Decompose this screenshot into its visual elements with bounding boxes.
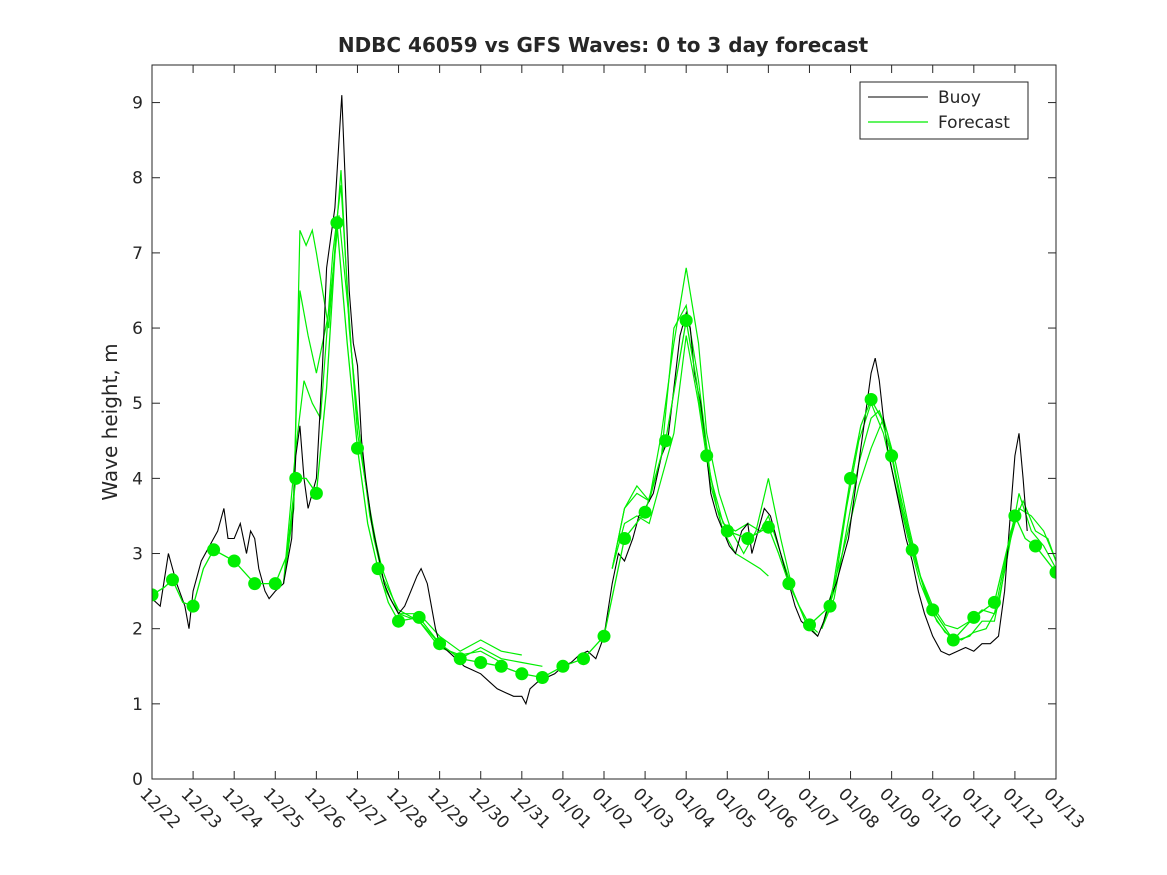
y-tick-label-5: 5 — [132, 394, 143, 414]
y-axis-label: Wave height, m — [98, 343, 122, 500]
y-tick-label-3: 3 — [132, 545, 143, 565]
forecast-marker-27 — [515, 667, 529, 681]
forecast-marker-29 — [556, 659, 570, 673]
forecast-marker-15 — [330, 216, 344, 230]
forecast-marker-23 — [433, 637, 447, 651]
forecast-marker-7 — [227, 554, 241, 568]
y-tick-label-7: 7 — [132, 244, 143, 264]
forecast-marker-41 — [761, 520, 775, 534]
y-tick-label-0: 0 — [132, 770, 143, 790]
forecast-marker-6 — [207, 543, 221, 557]
forecast-marker-55 — [926, 603, 940, 617]
forecast-marker-61 — [1029, 539, 1042, 553]
y-tick-label-6: 6 — [132, 319, 143, 339]
chart-title: NDBC 46059 vs GFS Waves: 0 to 3 day fore… — [338, 33, 869, 57]
forecast-run-line-2 — [282, 185, 543, 667]
forecast-marker-46 — [823, 599, 837, 613]
forecast-marker-62 — [1049, 565, 1056, 579]
forecast-marker-53 — [905, 543, 919, 557]
legend-label-forecast: Forecast — [938, 113, 1010, 133]
legend-label-buoy: Buoy — [938, 88, 981, 108]
forecast-marker-35 — [679, 314, 693, 327]
forecast-marker-37 — [700, 449, 714, 463]
forecast-marker-0 — [152, 588, 159, 602]
forecast-marker-30 — [577, 652, 590, 666]
plot-area — [152, 95, 1056, 706]
y-tick-label-9: 9 — [132, 94, 143, 114]
forecast-marker-40 — [741, 532, 755, 545]
forecast-marker-8 — [248, 577, 262, 591]
forecast-marker-13 — [309, 486, 323, 500]
forecast-marker-49 — [864, 393, 878, 406]
forecast-marker-51 — [885, 449, 899, 463]
forecast-marker-56 — [946, 633, 960, 647]
forecast-marker-43 — [782, 577, 796, 591]
forecast-marker-45 — [803, 618, 816, 632]
forecast-marker-11 — [289, 471, 303, 485]
forecast-marker-39 — [720, 524, 734, 538]
forecast-marker-19 — [371, 562, 385, 576]
forecast-marker-4 — [186, 599, 200, 613]
legend: Buoy Forecast — [859, 81, 1029, 140]
forecast-marker-33 — [638, 505, 652, 519]
forecast-marker-9 — [268, 577, 282, 591]
y-tick-label-2: 2 — [132, 620, 143, 640]
y-tick-label-1: 1 — [132, 695, 143, 715]
forecast-marker-31 — [597, 629, 611, 643]
y-tick-label-8: 8 — [132, 169, 143, 189]
y-tick-label-4: 4 — [132, 469, 143, 489]
forecast-marker-32 — [618, 532, 631, 545]
forecast-marker-58 — [987, 595, 1001, 609]
forecast-marker-26 — [494, 659, 508, 673]
forecast-marker-47 — [844, 471, 857, 485]
forecast-marker-25 — [474, 656, 488, 669]
forecast-run-line-3 — [611, 267, 819, 633]
forecast-marker-59 — [1008, 509, 1022, 523]
forecast-marker-17 — [351, 441, 364, 455]
legend-box — [859, 81, 1029, 140]
forecast-marker-2 — [166, 573, 179, 587]
forecast-marker-21 — [392, 614, 405, 628]
forecast-run-line-7 — [821, 401, 1056, 641]
forecast-marker-28 — [535, 671, 549, 684]
forecast-marker-34 — [659, 434, 673, 448]
forecast-marker-24 — [453, 652, 467, 666]
forecast-marker-22 — [412, 610, 426, 624]
forecast-marker-57 — [967, 610, 981, 624]
